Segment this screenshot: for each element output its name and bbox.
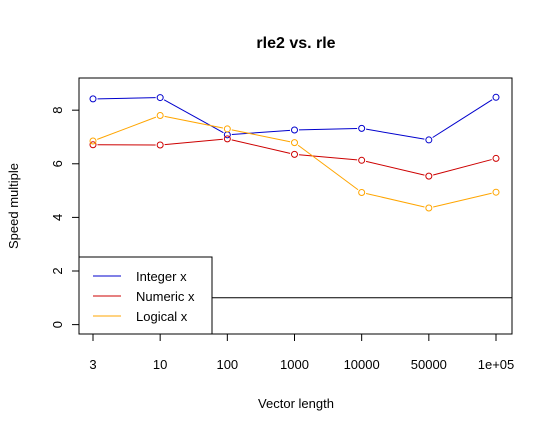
data-point (89, 137, 97, 145)
data-point (156, 94, 164, 102)
data-point (492, 93, 500, 101)
series-segment (164, 115, 224, 129)
series-0 (89, 93, 500, 144)
data-point (89, 95, 97, 103)
series-segment (433, 159, 492, 176)
series-segment (97, 116, 157, 140)
series-group (89, 93, 500, 212)
x-tick-label: 50000 (411, 357, 447, 372)
data-point (358, 124, 366, 132)
chart-title: rle2 vs. rle (256, 35, 335, 52)
series-segment (231, 129, 291, 143)
series-2 (89, 112, 500, 212)
series-segment (231, 139, 291, 154)
series-segment (433, 192, 492, 208)
x-tick-label: 1000 (280, 357, 309, 372)
legend: Integer x Numeric x Logical x (78, 256, 213, 335)
y-tick-label: 2 (50, 267, 65, 274)
legend-label: Logical x (136, 309, 188, 324)
series-segment (163, 99, 224, 134)
data-point (291, 150, 298, 158)
y-axis: 0 2 4 6 8 (50, 107, 79, 328)
x-tick-label: 10 (153, 357, 167, 372)
x-axis: 3 10 100 1000 10000 50000 1e+05 (89, 334, 514, 372)
series-segment (164, 138, 223, 146)
series-segment (298, 128, 358, 131)
series-1 (89, 135, 500, 180)
y-tick-label: 8 (50, 107, 65, 114)
y-tick-label: 4 (50, 214, 65, 221)
data-point (358, 188, 366, 196)
data-point (291, 139, 298, 147)
data-point (223, 135, 231, 143)
series-segment (365, 192, 425, 208)
x-tick-label: 3 (89, 357, 96, 372)
y-axis-label: Speed multiple (6, 163, 21, 249)
x-tick-label: 1e+05 (478, 357, 515, 372)
series-segment (297, 144, 359, 191)
legend-label: Numeric x (136, 289, 195, 304)
data-point (156, 141, 164, 149)
x-tick-label: 10000 (344, 357, 380, 372)
series-segment (432, 99, 493, 138)
data-point (425, 136, 433, 144)
legend-label: Integer x (136, 269, 187, 284)
series-segment (231, 129, 291, 136)
y-tick-label: 0 (50, 321, 65, 328)
data-point (358, 156, 366, 164)
x-axis-label: Vector length (258, 396, 334, 411)
data-point (425, 172, 433, 180)
series-segment (365, 160, 425, 176)
series-segment (298, 154, 358, 161)
data-point (89, 141, 97, 149)
data-point (223, 125, 231, 133)
series-segment (97, 97, 156, 100)
data-point (492, 188, 500, 196)
series-segment (366, 128, 425, 140)
y-tick-label: 6 (50, 160, 65, 167)
plot-frame (78, 77, 513, 335)
data-point (156, 112, 164, 120)
x-tick-label: 100 (216, 357, 238, 372)
data-point (425, 204, 433, 212)
data-point (291, 126, 298, 134)
data-point (492, 154, 500, 162)
